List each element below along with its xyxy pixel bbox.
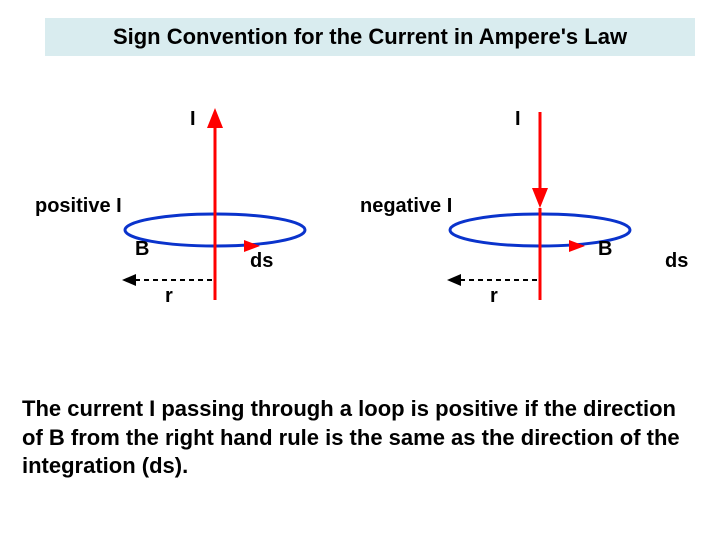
- right-sign-label: negative I: [360, 195, 452, 218]
- slide-title: Sign Convention for the Current in Amper…: [45, 18, 695, 56]
- right-I-label: I: [515, 108, 521, 131]
- right-r-arrowhead: [447, 274, 461, 286]
- right-diagram: [447, 112, 630, 300]
- right-ds-label: ds: [665, 250, 688, 273]
- right-ds-arrow-icon: [569, 240, 585, 252]
- left-r-arrowhead: [122, 274, 136, 286]
- caption-text: The current I passing through a loop is …: [22, 395, 702, 481]
- right-r-label: r: [490, 285, 498, 308]
- left-diagram: [122, 108, 305, 300]
- left-current-arrowhead: [207, 108, 223, 128]
- left-B-label: B: [135, 238, 149, 261]
- right-current-arrowhead: [532, 188, 548, 208]
- diagrams-svg: [0, 100, 720, 350]
- left-ds-label: ds: [250, 250, 273, 273]
- left-I-label: I: [190, 108, 196, 131]
- left-sign-label: positive I: [35, 195, 122, 218]
- right-B-label: B: [598, 238, 612, 261]
- left-r-label: r: [165, 285, 173, 308]
- diagram-area: I positive I B ds r I negative I B ds r: [0, 100, 720, 350]
